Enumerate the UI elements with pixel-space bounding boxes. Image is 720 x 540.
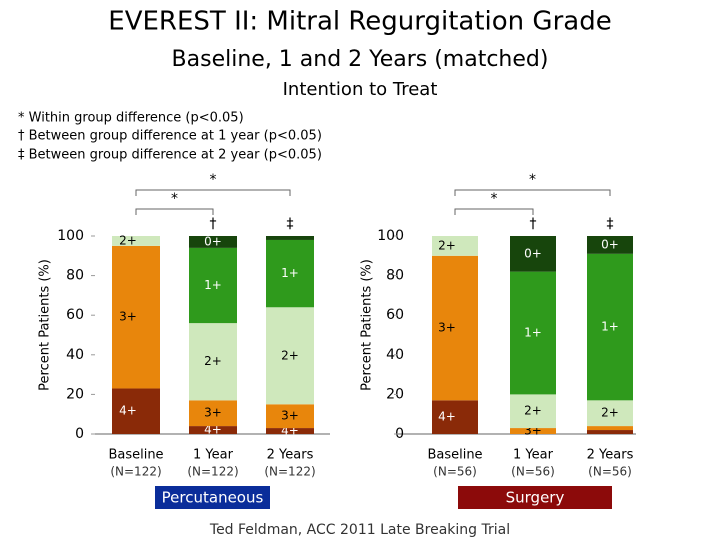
bar-segment — [112, 245, 160, 389]
segment-label: 3+ — [281, 409, 299, 423]
significance-mark: * — [491, 191, 498, 207]
segment-label: 4+ — [438, 410, 456, 424]
significance-mark: * — [210, 172, 217, 188]
significance-mark: † — [210, 216, 217, 232]
group-label: Percutaneous — [162, 489, 264, 507]
bar-segment — [189, 236, 237, 248]
significance-mark: ‡ — [607, 216, 614, 232]
y-tick-label: 60 — [66, 307, 84, 323]
segment-label: 2+ — [281, 348, 299, 362]
x-tick-label: 2 Years — [267, 448, 314, 463]
y-tick-label: 40 — [66, 347, 84, 363]
n-label: (N=122) — [187, 465, 238, 479]
y-tick-label: 80 — [66, 268, 84, 284]
bar-segment — [112, 236, 160, 246]
x-tick-label: 1 Year — [193, 448, 234, 463]
bar-segment — [189, 323, 237, 401]
segment-label: 2+ — [524, 404, 542, 418]
bar-segment — [112, 388, 160, 434]
footnote: ‡ Between group difference at 2 year (p<… — [18, 148, 322, 163]
bracket — [454, 189, 611, 196]
bar-segment — [510, 271, 556, 395]
bar-segment — [510, 428, 556, 434]
x-tick-label: 1 Year — [513, 448, 554, 463]
segment-label: 2+ — [204, 354, 222, 368]
bracket — [135, 189, 291, 196]
segment-label: 2+ — [601, 406, 619, 420]
significance-mark: * — [529, 172, 536, 188]
footnote: † Between group difference at 1 year (p<… — [18, 129, 322, 144]
y-tick-label: 20 — [66, 386, 84, 402]
n-label: (N=56) — [511, 465, 555, 479]
bar-segment — [189, 247, 237, 324]
title: EVEREST II: Mitral Regurgitation Grade — [108, 7, 611, 37]
footer: Ted Feldman, ACC 2011 Late Breaking Tria… — [209, 522, 510, 538]
bar-segment — [587, 430, 633, 434]
segment-label: 3+ — [119, 310, 137, 324]
y-tick-label: 0 — [395, 426, 404, 442]
x-tick-label: 2 Years — [587, 448, 634, 463]
bar-segment — [510, 394, 556, 429]
x-tick-label: Baseline — [108, 448, 163, 463]
segment-label: 3+ — [438, 321, 456, 335]
bar-segment — [432, 255, 478, 401]
bar-segment — [432, 236, 478, 256]
x-tick-label: Baseline — [427, 448, 482, 463]
subtitle2: Intention to Treat — [283, 79, 438, 100]
bracket — [135, 208, 214, 215]
segment-label: 0+ — [601, 237, 619, 251]
n-label: (N=56) — [433, 465, 477, 479]
segment-label: 0+ — [524, 246, 542, 260]
segment-label: 4+ — [119, 404, 137, 418]
y-axis-label: Percent Patients (%) — [360, 259, 375, 391]
n-label: (N=122) — [264, 465, 315, 479]
n-label: (N=56) — [588, 465, 632, 479]
bar-segment — [587, 426, 633, 431]
bar-segment — [587, 236, 633, 254]
bar-segment — [189, 426, 237, 434]
bar-segment — [266, 307, 314, 405]
segment-label: 2+ — [438, 238, 456, 252]
bar-segment — [510, 236, 556, 272]
footnote: * Within group difference (p<0.05) — [18, 111, 244, 126]
subtitle: Baseline, 1 and 2 Years (matched) — [172, 47, 549, 72]
bar-segment — [189, 400, 237, 427]
y-axis-label: Percent Patients (%) — [38, 259, 53, 391]
significance-mark: † — [530, 216, 537, 232]
segment-label: 1+ — [281, 266, 299, 280]
bracket — [454, 208, 534, 215]
bar-segment — [266, 239, 314, 308]
segment-label: 1+ — [601, 320, 619, 334]
segment-label: 3+ — [204, 406, 222, 420]
group-box — [155, 486, 270, 509]
segment-label: 1+ — [204, 278, 222, 292]
group-box — [458, 486, 612, 509]
bar-segment — [266, 428, 314, 434]
significance-mark: * — [171, 191, 178, 207]
bar-segment — [587, 400, 633, 427]
y-tick-label: 100 — [377, 228, 404, 244]
bar-segment — [266, 236, 314, 240]
segment-label: 0+ — [204, 234, 222, 248]
bar-segment — [432, 400, 478, 434]
y-tick-label: 100 — [57, 228, 84, 244]
group-label: Surgery — [506, 489, 565, 507]
n-label: (N=122) — [110, 465, 161, 479]
segment-label: 2+ — [119, 233, 137, 247]
segment-label: 1+ — [524, 326, 542, 340]
significance-mark: ‡ — [287, 216, 294, 232]
y-tick-label: 0 — [75, 426, 84, 442]
bar-segment — [266, 404, 314, 429]
bar-segment — [587, 253, 633, 401]
